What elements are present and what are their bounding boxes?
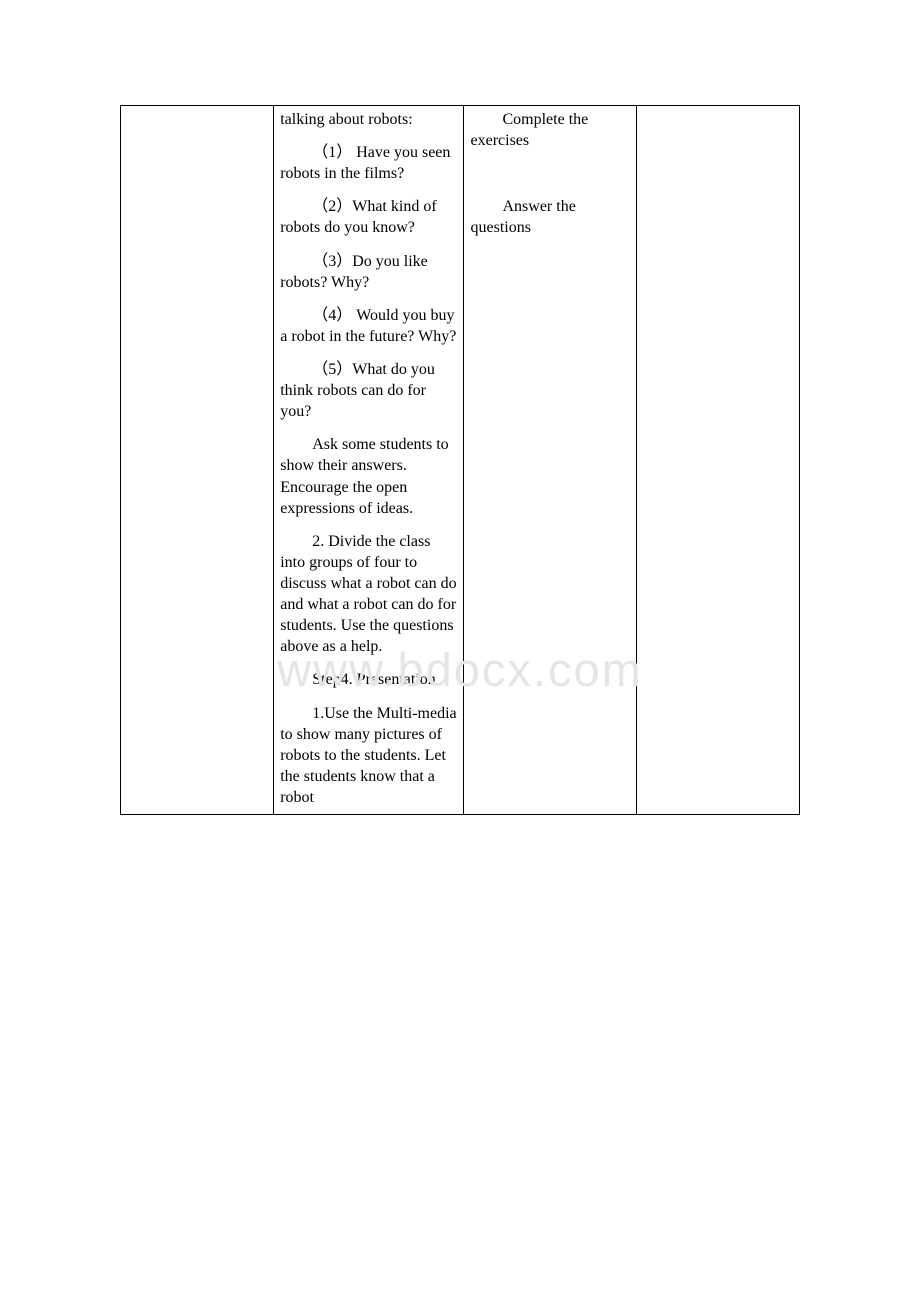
paragraph: （5）What do you think robots can do for y… — [280, 359, 457, 422]
lesson-plan-table: talking about robots: （1） Have you seen … — [120, 105, 800, 815]
cell-col1 — [121, 106, 274, 815]
paragraph: talking about robots: — [280, 109, 457, 130]
cell-col4 — [636, 106, 799, 815]
paragraph: （2）What kind of robots do you know? — [280, 196, 457, 238]
paragraph: Answer the questions — [470, 196, 629, 238]
paragraph — [470, 163, 629, 184]
table-row: talking about robots: （1） Have you seen … — [121, 106, 800, 815]
paragraph: 1.Use the Multi-media to show many pictu… — [280, 703, 457, 809]
paragraph: （3）Do you like robots? Why? — [280, 251, 457, 293]
paragraph: Ask some students to show their answers.… — [280, 434, 457, 518]
cell-col3: Complete the exercises Answer the questi… — [464, 106, 636, 815]
paragraph: （4） Would you buy a robot in the future?… — [280, 305, 457, 347]
paragraph: （1） Have you seen robots in the films? — [280, 142, 457, 184]
paragraph: 2. Divide the class into groups of four … — [280, 531, 457, 658]
cell-col2: talking about robots: （1） Have you seen … — [274, 106, 464, 815]
paragraph: Step4. Presentation — [280, 669, 457, 690]
paragraph: Complete the exercises — [470, 109, 629, 151]
